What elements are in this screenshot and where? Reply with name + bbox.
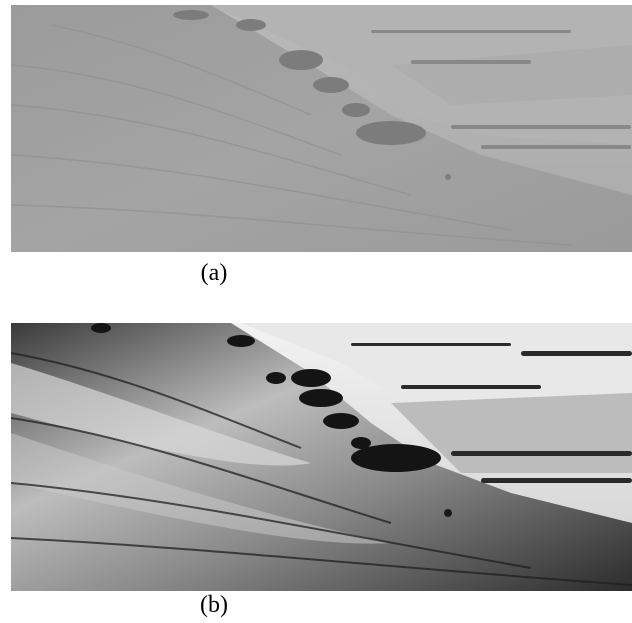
- photo-panel-a: [11, 5, 632, 252]
- caption-a: (a): [200, 260, 228, 286]
- caption-b: (b): [200, 592, 228, 618]
- photo-panel-b: [11, 323, 632, 591]
- landscape-photo-low-contrast: [11, 5, 632, 252]
- landscape-photo-enhanced-contrast: [11, 323, 632, 591]
